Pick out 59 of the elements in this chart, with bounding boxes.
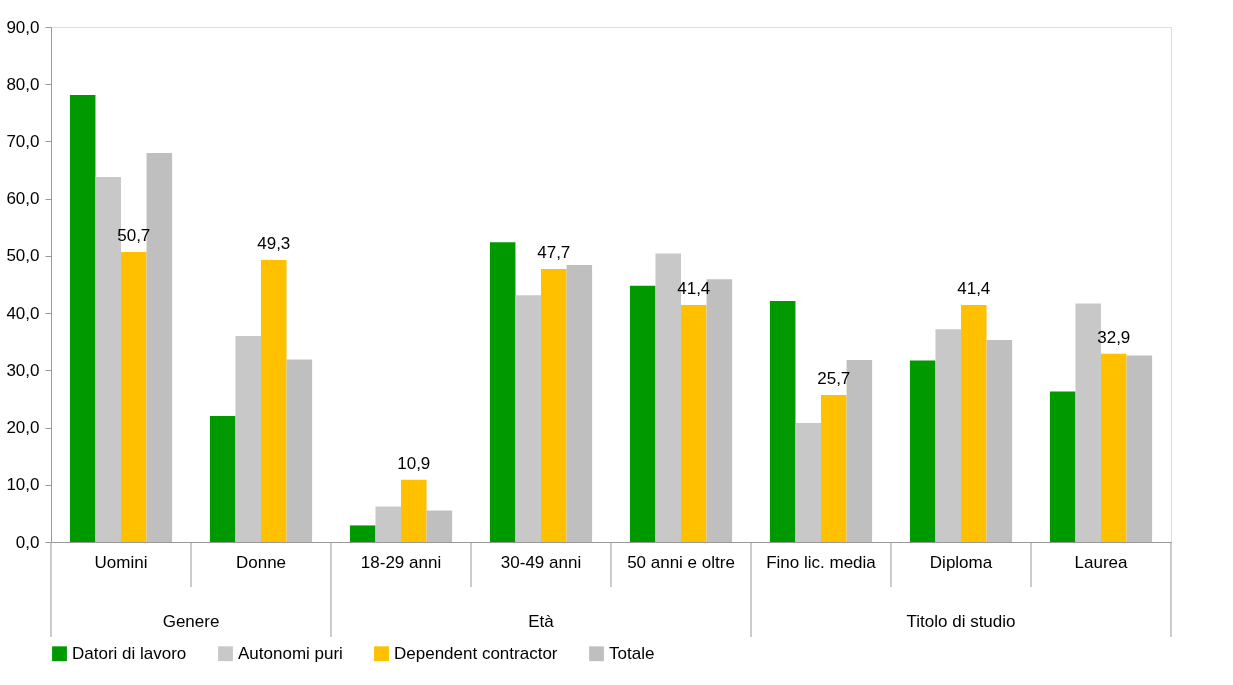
text: Età <box>528 612 555 631</box>
bar <box>629 285 656 542</box>
text: Titolo di studio <box>906 612 1016 631</box>
bar <box>286 359 313 542</box>
y-tick-label: 20,0 <box>6 418 40 438</box>
data-label: 41,4 <box>957 279 991 299</box>
y-tick-label: 30,0 <box>6 360 40 380</box>
bar <box>489 242 516 542</box>
y-tick-label: 60,0 <box>6 189 40 209</box>
x-tick-label: Fino lic. media <box>766 552 877 572</box>
bar <box>426 510 453 542</box>
x-tick-label: 18-29 anni <box>360 552 442 572</box>
bar <box>349 525 376 542</box>
bar <box>1126 355 1153 542</box>
bar <box>69 95 96 542</box>
y-tick-label: 90,0 <box>6 17 40 37</box>
x-tick-label: Uomini <box>94 552 148 572</box>
bar <box>986 340 1013 542</box>
bar <box>261 259 287 542</box>
y-tick-label: 70,0 <box>6 131 40 151</box>
bar <box>681 305 707 542</box>
legend-label: Datori di lavoro <box>72 643 187 663</box>
bar <box>961 305 987 542</box>
bar <box>935 329 961 542</box>
data-label: 47,7 <box>537 243 571 263</box>
y-tick-label: 40,0 <box>6 303 40 323</box>
data-label: 10,9 <box>397 453 431 473</box>
x-tick-label: Diploma <box>929 552 993 572</box>
y-tick-label: 10,0 <box>6 475 40 495</box>
bar <box>821 394 847 542</box>
y-tick-label: 0,0 <box>15 532 40 552</box>
data-label: 49,3 <box>257 233 291 253</box>
bar <box>375 506 401 542</box>
legend-label: Autonomi puri <box>238 643 343 663</box>
bar <box>209 416 236 542</box>
x-tick-label: Laurea <box>1074 552 1129 572</box>
data-label: 25,7 <box>817 368 851 388</box>
legend-label: Dependent contractor <box>394 643 558 663</box>
bar <box>121 251 147 542</box>
bar <box>235 336 261 542</box>
bar <box>541 269 567 542</box>
x-tick-label: Donne <box>235 552 287 572</box>
x-tick-label: 50 anni e oltre <box>627 552 735 572</box>
bar <box>769 301 796 542</box>
x-tick-label: 30-49 anni <box>500 552 582 572</box>
data-label: 41,4 <box>677 279 711 299</box>
bar <box>1101 353 1127 542</box>
text: Genere <box>162 612 220 631</box>
y-tick-label: 80,0 <box>6 74 40 94</box>
bar <box>401 479 427 542</box>
bar <box>909 360 936 542</box>
bar <box>795 422 821 542</box>
bar <box>515 295 541 542</box>
bar <box>1049 391 1076 542</box>
data-label: 32,9 <box>1097 327 1131 347</box>
bar <box>566 265 593 542</box>
data-label: 50,7 <box>117 225 151 245</box>
legend-label: Totale <box>609 643 655 663</box>
y-tick-label: 50,0 <box>6 246 40 266</box>
